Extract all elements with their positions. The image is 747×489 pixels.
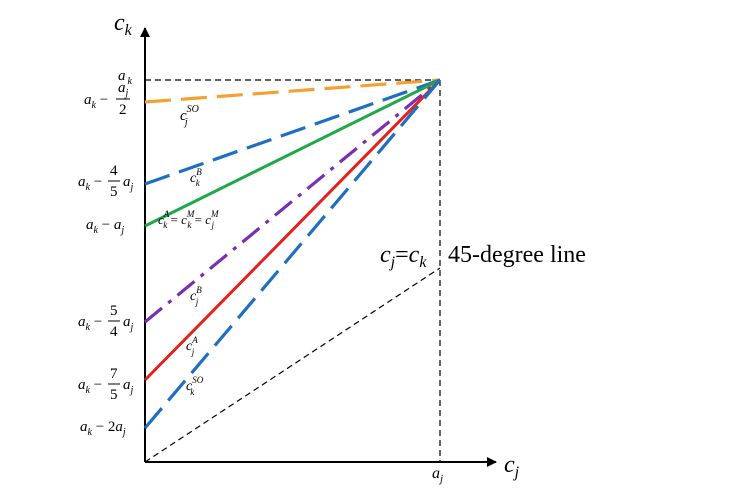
svg-text:ak − aj: ak − aj <box>86 217 124 236</box>
x-axis-label: cj <box>504 452 520 481</box>
label-ck-b: cB k <box>190 167 202 188</box>
curve-cj-so <box>144 78 441 104</box>
label-cj-b: cB j <box>190 285 202 307</box>
svg-text:aj: aj <box>123 314 134 333</box>
y-tick-ak-minus-4-5-aj: ak − 4 5 aj <box>78 163 134 200</box>
y-tick-ak-minus-2aj: ak − 2aj <box>80 419 126 438</box>
label-ck-so: cSO k <box>186 375 204 397</box>
svg-text:4: 4 <box>110 163 118 179</box>
curve-cj-a <box>143 78 442 382</box>
label-equal-a-m: cA k = cM k = cM j <box>158 209 219 230</box>
svg-text:ak −: ak − <box>84 92 108 111</box>
forty-five-degree-line <box>144 267 441 463</box>
svg-text:aj: aj <box>123 174 134 193</box>
curve-cj-b <box>143 78 442 324</box>
y-tick-ak-minus-7-5-aj: ak − 7 5 aj <box>78 366 134 403</box>
svg-text:cAk = cMk = cMj: cA k = cM k = cM j <box>158 209 219 230</box>
svg-text:2: 2 <box>119 102 127 118</box>
svg-text:aj: aj <box>118 80 129 99</box>
svg-text:ak −: ak − <box>78 377 102 396</box>
svg-text:5: 5 <box>110 303 118 319</box>
label-cj-a: cA j <box>186 335 198 357</box>
x-tick-aj: aj <box>432 465 443 485</box>
svg-text:5: 5 <box>110 387 118 403</box>
svg-text:7: 7 <box>110 366 118 382</box>
svg-text:ak − 2aj: ak − 2aj <box>80 419 126 438</box>
curve-ck-so <box>143 78 442 430</box>
svg-text:ak −: ak − <box>78 314 102 333</box>
y-tick-ak-minus-half-aj: ak − aj 2 <box>84 80 130 118</box>
svg-text:4: 4 <box>110 324 118 340</box>
svg-text:5: 5 <box>110 184 118 200</box>
svg-text:aj: aj <box>123 377 134 396</box>
svg-text:45-degree line: 45-degree line <box>448 242 586 268</box>
label-cj-so: cSO j <box>180 104 199 128</box>
curve-ck-b <box>144 78 441 186</box>
svg-text:cj=ck: cj=ck <box>380 242 427 271</box>
y-tick-ak-minus-aj: ak − aj <box>86 217 124 236</box>
svg-text:ak −: ak − <box>78 174 102 193</box>
curve-equal-a-m <box>144 78 441 228</box>
y-tick-ak-minus-5-4-aj: ak − 5 4 aj <box>78 303 134 340</box>
y-axis-label: ck <box>114 10 133 39</box>
forty-five-degree-annotation: cj=ck 45-degree line <box>380 242 586 271</box>
